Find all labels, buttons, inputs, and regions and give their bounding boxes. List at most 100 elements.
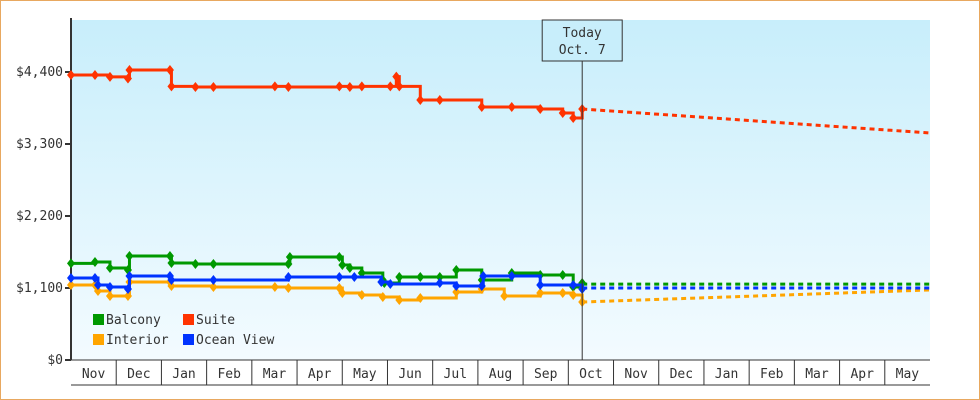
data-point-ocean-view — [105, 282, 114, 293]
x-tick-label: Feb — [760, 367, 784, 382]
data-point-interior — [209, 282, 218, 293]
data-point-ocean-view — [507, 271, 516, 282]
x-tick-label: Jan — [172, 367, 195, 382]
data-point-suite — [167, 81, 176, 92]
data-point-ocean-view — [477, 281, 486, 292]
data-point-balcony — [67, 258, 75, 269]
data-point-balcony — [435, 272, 444, 283]
data-point-suite — [165, 65, 174, 76]
data-point-balcony — [90, 257, 99, 268]
data-point-suite — [125, 65, 134, 76]
x-tick-label: Apr — [850, 367, 874, 382]
y-tick-label: $0 — [47, 353, 63, 368]
legend-swatch-ocean-view — [183, 334, 194, 345]
data-point-ocean-view — [479, 271, 488, 282]
legend-label-interior: Interior — [106, 333, 169, 348]
x-axis: Nov Dec Jan Feb Mar Apr May Jun Jul Aug Sep Oct Nov D… — [71, 359, 930, 386]
data-point-suite — [416, 95, 425, 106]
data-point-ocean-view — [536, 279, 545, 290]
legend-label-balcony: Balcony — [106, 313, 161, 328]
y-tick-label: $2,200 — [16, 209, 63, 224]
data-point-ocean-view — [377, 276, 386, 287]
data-point-interior — [67, 279, 75, 290]
data-point-balcony — [416, 272, 425, 283]
data-point-ocean-view — [452, 281, 461, 292]
x-tick-label: Sep — [534, 367, 558, 382]
data-point-balcony — [125, 250, 134, 261]
x-tick-label: May — [896, 367, 920, 382]
data-point-interior — [357, 290, 366, 301]
y-tick-label: $4,400 — [16, 65, 63, 80]
data-point-suite — [335, 81, 344, 92]
data-point-ocean-view — [209, 275, 218, 286]
x-tick-label: Feb — [217, 367, 241, 382]
today-label: Today — [563, 26, 602, 41]
forecast-line-suite — [582, 107, 931, 135]
x-tick-label: Dec — [127, 367, 150, 382]
data-point-interior — [123, 290, 132, 301]
data-point-suite — [67, 69, 75, 80]
forecast-line-interior — [582, 288, 931, 304]
data-point-ocean-view — [435, 278, 444, 289]
x-tick-label: Jun — [398, 367, 421, 382]
data-point-balcony — [335, 252, 344, 263]
data-point-interior — [452, 286, 461, 297]
data-point-ocean-view — [167, 275, 176, 286]
data-point-suite — [392, 71, 401, 82]
series-suite — [67, 65, 931, 135]
data-point-interior — [338, 287, 347, 298]
data-point-ocean-view — [93, 279, 102, 290]
legend-label-suite: Suite — [196, 313, 235, 328]
x-tick-label: Mar — [805, 367, 829, 382]
data-point-suite — [558, 107, 567, 118]
data-point-balcony — [167, 257, 176, 268]
data-point-interior — [416, 293, 425, 304]
data-point-interior — [105, 290, 114, 301]
x-tick-label: Dec — [670, 367, 693, 382]
data-point-interior — [536, 287, 545, 298]
data-point-interior — [167, 281, 176, 292]
x-tick-label: Jul — [444, 367, 467, 382]
data-point-suite — [386, 81, 395, 92]
x-tick-label: Aug — [489, 367, 512, 382]
series-ocean-view — [67, 271, 930, 294]
data-point-suite — [395, 81, 404, 92]
data-point-balcony — [345, 263, 354, 274]
data-point-balcony — [105, 263, 114, 274]
x-tick-label: May — [353, 367, 377, 382]
data-point-suite — [90, 69, 99, 80]
data-point-suite — [191, 82, 200, 93]
plot-area — [71, 20, 930, 360]
legend-label-ocean-view: Ocean View — [196, 333, 274, 348]
data-point-interior — [395, 294, 404, 305]
data-point-interior — [284, 283, 293, 293]
x-tick-label: Nov — [82, 367, 106, 382]
x-tick-label: Jan — [715, 367, 738, 382]
legend-swatch-suite — [183, 314, 194, 325]
series-layer — [67, 65, 931, 308]
data-point-balcony — [395, 272, 404, 283]
y-axis: $0 $1,100 $2,200 $3,300 $4,400 — [16, 18, 72, 368]
data-point-suite — [569, 112, 578, 123]
data-point-suite — [209, 82, 218, 93]
data-point-balcony — [284, 258, 293, 269]
today-box — [541, 19, 623, 62]
data-point-ocean-view — [386, 279, 395, 290]
data-point-interior — [558, 287, 567, 298]
data-point-suite — [357, 81, 366, 92]
data-point-balcony — [165, 250, 174, 261]
data-point-ocean-view — [67, 272, 75, 283]
data-point-suite — [123, 73, 132, 84]
data-point-ocean-view — [123, 283, 132, 294]
x-tick-label: Oct — [579, 367, 602, 382]
data-point-balcony — [338, 260, 347, 271]
data-point-ocean-view — [90, 272, 99, 283]
today-marker: Today Oct. 7 — [541, 19, 623, 360]
data-point-ocean-view — [569, 279, 578, 290]
data-point-ocean-view — [350, 272, 359, 283]
y-tick-label: $3,300 — [16, 137, 63, 152]
today-date: Oct. 7 — [559, 43, 606, 58]
x-tick-label: Mar — [263, 367, 287, 382]
data-point-ocean-view — [335, 272, 344, 283]
